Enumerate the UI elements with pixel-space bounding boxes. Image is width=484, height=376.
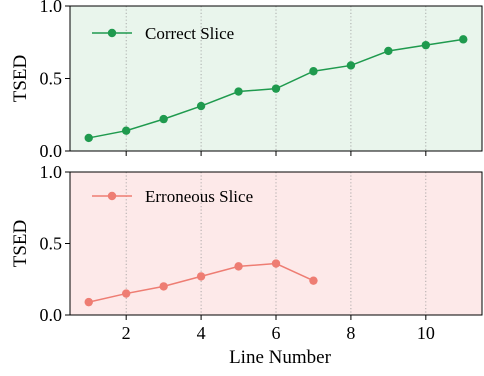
correct-panel-point-2	[121, 126, 131, 135]
erroneous-panel-point-3	[159, 282, 168, 291]
correct-panel-ytick-label-1: 0.5	[40, 69, 63, 89]
x-axis-label: Line Number	[229, 347, 332, 368]
erroneous-panel-legend-label: Erroneous Slice	[145, 187, 253, 206]
correct-panel-point-3	[159, 114, 168, 124]
erroneous-slice-panel: 0.0 0.5 1.0 2 4 6 8 10 TSED Erroneous Slice	[10, 162, 483, 343]
erroneous-panel-point-7	[309, 276, 318, 285]
correct-panel-point-11	[459, 35, 468, 44]
correct-slice-panel: 0.0 0.5 1.0 TSED Correct Slice	[10, 0, 483, 161]
correct-panel-ytick-label-0: 0.0	[40, 141, 63, 161]
erroneous-panel-point-2	[121, 289, 131, 298]
erroneous-panel-point-6	[271, 259, 281, 268]
correct-panel-point-9	[384, 46, 393, 56]
correct-panel-y-axis-label: TSED	[10, 55, 31, 103]
erroneous-panel-point-1	[84, 297, 93, 307]
correct-panel-point-10	[421, 40, 431, 50]
correct-panel-point-5	[234, 87, 243, 96]
erroneous-panel-legend-marker	[107, 191, 117, 201]
erroneous-panel-xtick-label-8: 8	[346, 323, 355, 343]
correct-panel-point-1	[84, 133, 93, 143]
correct-panel-point-8	[346, 61, 356, 70]
correct-panel-point-4	[196, 101, 206, 111]
erroneous-panel-legend: Erroneous Slice	[92, 187, 253, 206]
erroneous-panel-xtick-label-10: 10	[417, 323, 435, 343]
erroneous-panel-xtick-label-6: 6	[272, 323, 281, 343]
correct-panel-legend-label: Correct Slice	[145, 24, 234, 43]
erroneous-panel-ytick-label-2: 1.0	[40, 162, 63, 182]
erroneous-panel-point-5	[234, 262, 243, 271]
correct-panel-ytick-label-2: 1.0	[40, 0, 63, 16]
correct-panel-point-6	[271, 84, 281, 93]
erroneous-panel-ytick-label-0: 0.0	[40, 305, 63, 325]
erroneous-panel-xtick-label-2: 2	[122, 323, 131, 343]
correct-panel-legend-marker	[107, 28, 117, 38]
erroneous-panel-y-axis-label: TSED	[10, 220, 31, 268]
erroneous-panel-ytick-label-1: 0.5	[40, 234, 63, 254]
correct-panel-legend: Correct Slice	[92, 24, 234, 43]
erroneous-panel-point-4	[196, 272, 206, 281]
correct-panel-point-7	[309, 67, 318, 76]
erroneous-panel-xtick-label-4: 4	[197, 323, 206, 343]
